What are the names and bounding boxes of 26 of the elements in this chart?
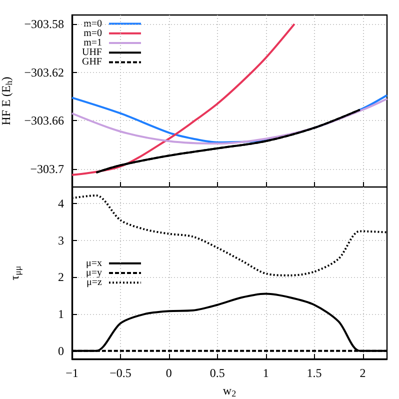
x-tick-label: 2	[360, 366, 366, 380]
y-axis-title: HF E (Eh)	[0, 76, 14, 126]
x-tick-label: 0.5	[210, 366, 225, 380]
y-tick-label: 3	[58, 233, 64, 248]
x-tick-label: 0	[166, 366, 172, 380]
legend-label: μ=x	[86, 258, 102, 269]
y-tick-label: −303.7	[30, 162, 64, 176]
y-tick-label: 1	[58, 307, 64, 322]
x-tick-label: −1	[66, 366, 78, 380]
x-tick-label: 1	[262, 366, 269, 380]
legend-label: GHF	[82, 56, 102, 68]
y-tick-label: 2	[58, 270, 64, 284]
x-tick-label: 1.5	[306, 366, 322, 380]
legend-label: m=0	[84, 18, 102, 30]
x-tick-label: −0.5	[110, 366, 132, 380]
y-tick-label: −303.62	[24, 65, 64, 80]
y-tick-label: −303.66	[24, 114, 64, 128]
y-tick-label: 0	[58, 344, 64, 358]
legend-label: μ=z	[86, 277, 103, 288]
y-tick-label: −303.58	[24, 17, 64, 32]
legend-label: UHF	[82, 47, 102, 58]
legend-label: m=0	[84, 28, 102, 39]
legend-label: μ=y	[86, 268, 102, 278]
y-tick-label: 4	[58, 196, 64, 211]
y-axis-title: τμμ	[8, 266, 22, 280]
legend-label: m=1	[84, 38, 102, 48]
